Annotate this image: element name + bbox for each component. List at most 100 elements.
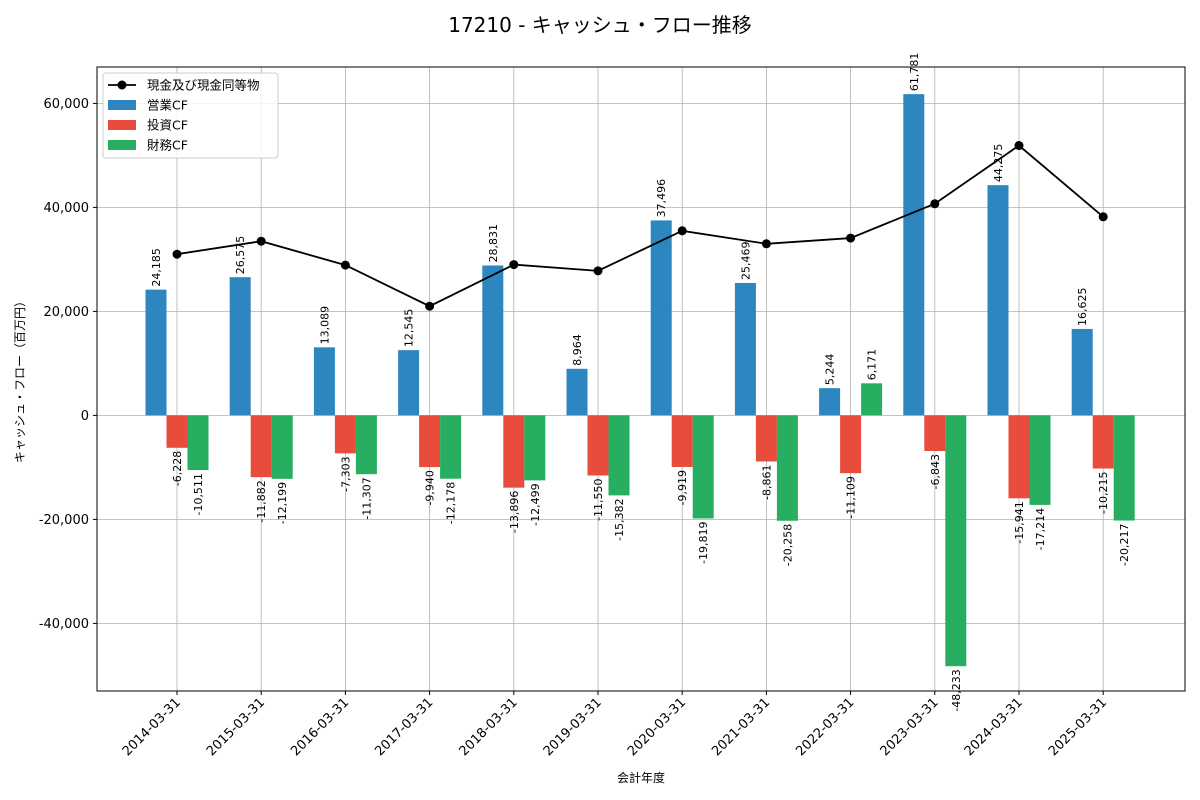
bar-value-label: -6,843 (929, 454, 942, 489)
bar-1-2 (334, 415, 356, 454)
cash-point (930, 199, 940, 209)
y-tick-label: 60,000 (44, 97, 90, 112)
y-tick-label: -20,000 (39, 513, 89, 528)
bar-2-8 (861, 383, 883, 416)
bar-value-label: 37,496 (655, 179, 668, 218)
bar-value-label: -11,307 (360, 477, 373, 519)
y-ticks-layer: -40,000 -20,000 0 20,000 40,000 60,000 (39, 97, 97, 632)
bar-0-4 (482, 265, 504, 416)
bar-0-0 (145, 289, 167, 416)
bar-value-label: -15,382 (613, 498, 626, 540)
bar-1-3 (419, 415, 441, 468)
bar-2-4 (524, 415, 546, 481)
bar-2-6 (692, 415, 714, 519)
legend-label: 営業CF (147, 98, 188, 113)
bar-value-label: -7,303 (339, 456, 352, 491)
bar-value-label: 44,275 (992, 144, 1005, 183)
cash-point (509, 260, 519, 270)
bar-value-label: -12,199 (276, 482, 289, 524)
bar-2-2 (355, 415, 377, 475)
bar-1-9 (924, 415, 946, 451)
bar-0-8 (819, 388, 841, 416)
bar-value-label: -13,896 (508, 491, 521, 533)
bar-value-label: -11,882 (255, 480, 268, 522)
y-tick-label: 40,000 (44, 201, 90, 216)
bar-value-label: -8,861 (760, 464, 773, 499)
line-layer (172, 141, 1108, 311)
bar-value-label: 25,469 (739, 241, 752, 280)
cash-line (176, 144, 1104, 308)
bar-1-4 (503, 415, 525, 488)
y-tick-label: -40,000 (39, 617, 89, 632)
bar-0-5 (566, 368, 588, 416)
bar-value-label: -9,940 (424, 470, 437, 505)
bar-2-5 (608, 415, 630, 496)
bar-value-label: 6,171 (866, 349, 879, 381)
bar-1-11 (1092, 415, 1114, 469)
cash-point (677, 226, 687, 236)
chart-title: 17210 - キャッシュ・フロー推移 (448, 13, 752, 37)
bar-value-label: 24,185 (150, 248, 163, 287)
bar-0-3 (398, 350, 420, 416)
y-tick-label: 0 (81, 409, 89, 424)
bar-value-label: -20,258 (781, 524, 794, 566)
cash-point (340, 260, 350, 270)
legend-swatch (108, 120, 136, 130)
bar-0-6 (650, 220, 672, 416)
y-axis-label: キャッシュ・フロー（百万円） (13, 295, 27, 463)
bar-value-label: 26,575 (234, 236, 247, 275)
bar-0-11 (1071, 328, 1093, 416)
cash-point (425, 301, 435, 311)
cash-point (1098, 212, 1108, 222)
bar-value-label: -10,215 (1097, 472, 1110, 514)
legend-label: 財務CF (147, 138, 188, 153)
bars-layer (145, 94, 1135, 667)
bar-labels-layer: 24,185 26,575 13,089 12,545 28,831 8,964 37,49… (150, 53, 1131, 712)
cash-point (172, 249, 182, 259)
bar-2-0 (187, 415, 209, 471)
legend-label: 現金及び現金同等物 (147, 78, 260, 93)
legend-swatch (108, 100, 136, 110)
x-axis-label: 会計年度 (617, 770, 665, 785)
bar-value-label: 5,244 (824, 354, 837, 386)
bar-0-7 (734, 282, 756, 416)
legend-swatch (108, 140, 136, 150)
bar-0-10 (987, 185, 1009, 416)
bar-value-label: 8,964 (571, 334, 584, 366)
bar-value-label: -11,109 (845, 476, 858, 518)
bar-value-label: -10,511 (192, 473, 205, 515)
bar-value-label: -9,919 (676, 470, 689, 505)
bar-value-label: -6,228 (171, 451, 184, 486)
cash-point (256, 236, 266, 246)
bar-value-label: -12,499 (529, 483, 542, 525)
legend-line-marker (117, 80, 127, 90)
bar-2-3 (440, 415, 462, 479)
legend-box (102, 72, 279, 159)
bar-value-label: 12,545 (403, 309, 416, 348)
bar-1-7 (755, 415, 777, 462)
y-tick-label: 20,000 (44, 305, 90, 320)
bar-2-7 (776, 415, 798, 521)
bar-1-8 (840, 415, 862, 474)
bar-value-label: -11,550 (592, 478, 605, 520)
bar-value-label: 61,781 (908, 53, 921, 92)
bar-value-label: -19,819 (697, 521, 710, 563)
bar-value-label: -48,233 (950, 669, 963, 711)
bar-value-label: -17,214 (1034, 508, 1047, 550)
plot-frame (96, 66, 1186, 692)
cash-point (846, 233, 856, 243)
bar-value-label: -12,178 (445, 482, 458, 524)
cash-point (1014, 141, 1024, 151)
bar-2-11 (1113, 415, 1135, 521)
bar-2-1 (271, 415, 293, 479)
bar-value-label: 28,831 (487, 224, 500, 263)
bar-1-0 (166, 415, 188, 448)
bar-1-5 (587, 415, 609, 476)
bar-2-10 (1029, 415, 1051, 505)
bar-0-2 (313, 347, 335, 416)
bar-0-1 (229, 277, 251, 416)
bar-value-label: -20,217 (1118, 524, 1131, 566)
bar-2-9 (945, 415, 967, 667)
